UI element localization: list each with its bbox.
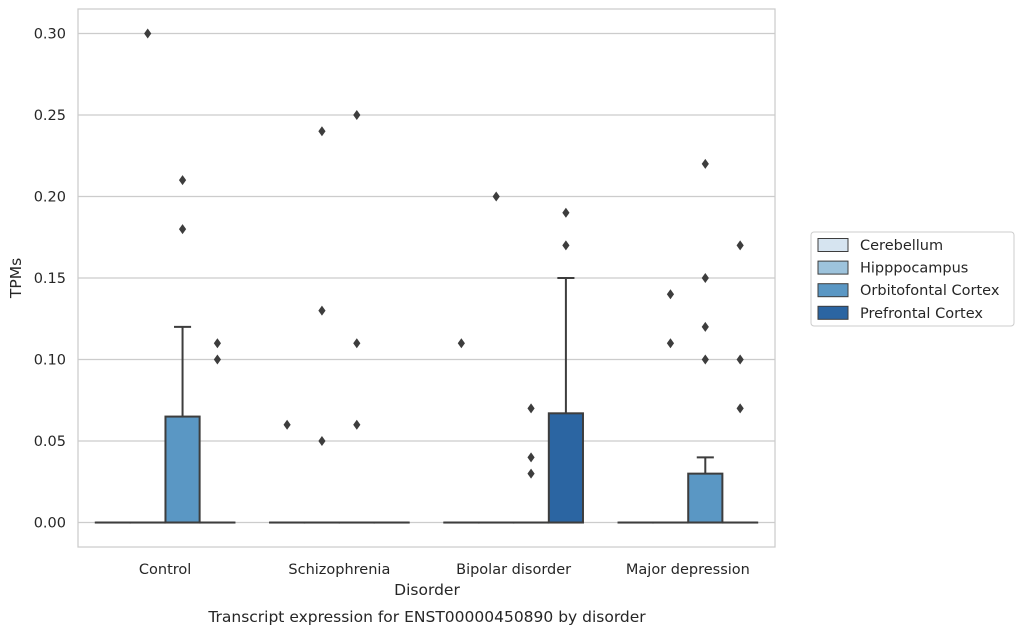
y-axis-label: TPMs bbox=[7, 258, 25, 299]
series-orbitofontal-cortex bbox=[164, 109, 724, 524]
plot-frame bbox=[77, 8, 776, 548]
box bbox=[547, 412, 584, 524]
series-prefrontal-cortex bbox=[199, 207, 759, 524]
x-tick-label: Bipolar disorder bbox=[456, 562, 571, 578]
legend-swatch bbox=[817, 305, 849, 320]
legend-frame bbox=[810, 231, 1015, 327]
outlier-point bbox=[178, 175, 187, 186]
outlier-point bbox=[701, 273, 709, 283]
outlier-point bbox=[701, 321, 709, 332]
x-tick-label: Schizophrenia bbox=[288, 562, 390, 578]
series-hipppocampus bbox=[129, 28, 689, 524]
outlier-point bbox=[527, 468, 535, 479]
legend-label: Orbitofontal Cortex bbox=[860, 283, 1000, 299]
outlier-point bbox=[318, 436, 326, 447]
outlier-point bbox=[353, 338, 361, 349]
y-tick-label: 0.10 bbox=[34, 353, 66, 369]
outlier-point bbox=[492, 191, 500, 202]
outlier-point bbox=[701, 158, 709, 169]
y-tick-label: 0.30 bbox=[34, 26, 66, 42]
legend: Cerebellum Hipppocampus Orbitofontal Corte… bbox=[810, 231, 1015, 327]
x-tick-label: Control bbox=[139, 562, 191, 578]
outlier-point bbox=[318, 305, 326, 316]
y-tick-label: 0.15 bbox=[34, 271, 66, 287]
y-tick-label: 0.05 bbox=[34, 434, 66, 450]
legend-label: Hipppocampus bbox=[860, 261, 968, 277]
y-axis-ticks: 0.00 0.05 0.10 0.15 0.20 0.25 0.30 bbox=[34, 26, 66, 531]
outlier-point bbox=[353, 109, 361, 120]
outlier-point bbox=[736, 403, 744, 414]
outlier-point bbox=[736, 240, 744, 251]
legend-items: Cerebellum Hipppocampus Orbitofontal Corte… bbox=[817, 238, 1000, 322]
outlier-point bbox=[457, 338, 465, 349]
legend-label: Prefrontal Cortex bbox=[860, 306, 983, 322]
legend-swatch bbox=[817, 260, 849, 275]
y-tick-label: 0.25 bbox=[34, 108, 66, 124]
outlier-point bbox=[527, 403, 535, 414]
chart-title: Transcript expression for ENST0000045089… bbox=[207, 608, 646, 626]
outlier-point bbox=[562, 240, 570, 251]
outlier-point bbox=[213, 354, 221, 365]
y-tick-label: 0.20 bbox=[34, 189, 66, 205]
x-axis-label: Disorder bbox=[394, 581, 460, 599]
outlier-point bbox=[144, 28, 152, 39]
box bbox=[164, 415, 201, 524]
outlier-point bbox=[213, 338, 221, 349]
y-tick-label: 0.00 bbox=[34, 516, 66, 532]
box-plot-series bbox=[94, 28, 759, 524]
outlier-point bbox=[353, 419, 361, 430]
legend-label: Cerebellum bbox=[860, 238, 943, 254]
outlier-point bbox=[283, 419, 291, 430]
box bbox=[687, 472, 724, 524]
outlier-point bbox=[666, 338, 675, 349]
outlier-point bbox=[736, 354, 744, 365]
x-tick-label: Major depression bbox=[626, 562, 750, 578]
outlier-point bbox=[527, 452, 535, 463]
outlier-point bbox=[178, 224, 187, 235]
legend-swatch bbox=[817, 238, 849, 252]
legend-swatch bbox=[817, 283, 849, 298]
outlier-point bbox=[701, 354, 709, 365]
outlier-point bbox=[318, 126, 326, 137]
outlier-point bbox=[562, 207, 570, 218]
x-axis-ticks: Control Schizophrenia Bipolar disorder Majo… bbox=[139, 562, 750, 578]
outlier-point bbox=[666, 289, 675, 300]
